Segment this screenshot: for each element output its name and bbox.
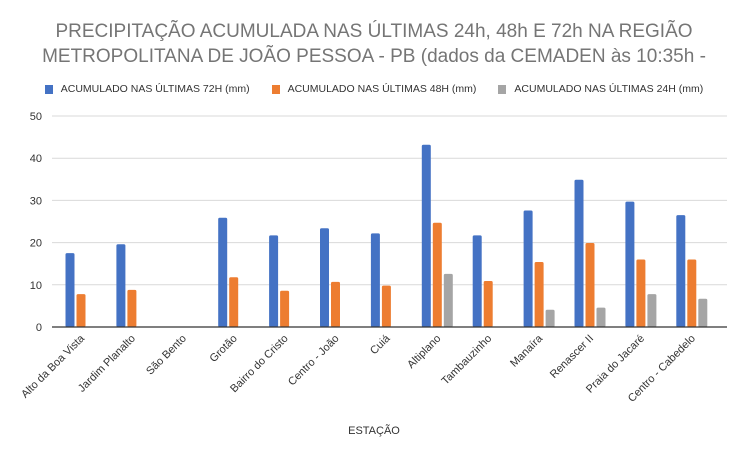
x-tick-label: Grotão — [208, 333, 240, 365]
bar-48h — [127, 289, 137, 327]
bar-48h — [483, 281, 493, 327]
x-tick-label: Renascer II — [548, 333, 596, 381]
bar-24h — [647, 294, 657, 327]
bar-48h — [687, 259, 697, 327]
y-tick-label: 40 — [30, 153, 42, 165]
bar-72h — [421, 144, 431, 327]
bar-48h — [331, 281, 340, 327]
bar-72h — [65, 253, 75, 327]
legend: ACUMULADO NAS ÚLTIMAS 72H (mm) ACUMULADO… — [0, 83, 748, 95]
bar-72h — [320, 228, 329, 327]
bar-48h — [585, 243, 595, 327]
x-tick-label: Centro - João — [286, 333, 342, 389]
x-tick-label: Tambauzinho — [440, 333, 495, 388]
bar-48h — [229, 277, 239, 327]
legend-swatch-48h — [271, 84, 280, 94]
bar-48h — [76, 294, 86, 327]
legend-label-72h: ACUMULADO NAS ÚLTIMAS 72H (mm) — [60, 83, 250, 95]
y-tick-label: 50 — [30, 111, 42, 123]
bar-72h — [218, 217, 228, 327]
y-tick-label: 10 — [30, 280, 42, 292]
bar-48h — [381, 285, 391, 327]
bar-72h — [625, 201, 635, 327]
legend-item-48h: ACUMULADO NAS ÚLTIMAS 48H (mm) — [271, 83, 477, 95]
x-tick-label: Manaíra — [508, 332, 546, 370]
bar-72h — [676, 215, 686, 327]
bar-72h — [574, 179, 584, 327]
chart-title-line-1: PRECIPITAÇÃO ACUMULADA NAS ÚLTIMAS 24h, … — [55, 21, 693, 42]
bar-72h — [116, 244, 126, 327]
bar-24h — [443, 273, 453, 327]
legend-swatch-24h — [498, 84, 507, 94]
chart-title-line-2: METROPOLITANA DE JOÃO PESSOA - PB (dados… — [42, 46, 706, 67]
x-axis-title: ESTAÇÃO — [348, 425, 400, 437]
legend-label-24h: ACUMULADO NAS ÚLTIMAS 24H (mm) — [514, 83, 704, 95]
x-tick-label: São Bento — [144, 333, 189, 378]
bar-24h — [698, 298, 708, 327]
bar-48h — [534, 262, 544, 327]
legend-item-72h: ACUMULADO NAS ÚLTIMAS 72H (mm) — [44, 83, 250, 95]
legend-label-48h: ACUMULADO NAS ÚLTIMAS 48H (mm) — [287, 83, 477, 95]
bar-72h — [472, 235, 482, 327]
bar-24h — [596, 307, 606, 327]
legend-swatch-72h — [44, 84, 53, 94]
bar-72h — [523, 210, 533, 327]
bar-72h — [269, 235, 279, 327]
bar-72h — [370, 233, 380, 327]
bar-48h — [432, 222, 442, 327]
legend-item-24h: ACUMULADO NAS ÚLTIMAS 24H (mm) — [498, 83, 703, 95]
y-tick-label: 30 — [30, 195, 42, 207]
bar-48h — [280, 290, 290, 327]
y-tick-label: 0 — [36, 322, 42, 334]
y-tick-label: 20 — [30, 238, 42, 250]
x-tick-label: Altiplano — [405, 333, 443, 371]
x-tick-label: Alto da Boa Vista — [19, 332, 88, 401]
bar-48h — [636, 259, 646, 327]
x-tick-label: Cuiá — [368, 332, 393, 357]
bar-24h — [545, 309, 555, 327]
